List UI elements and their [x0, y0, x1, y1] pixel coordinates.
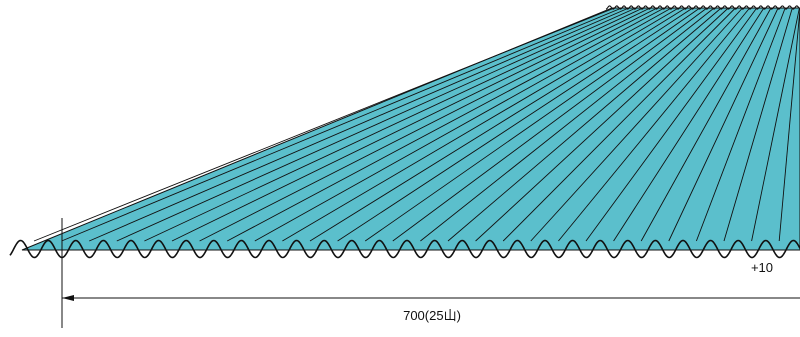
tolerance-label: +10	[751, 260, 773, 275]
ridge-line	[668, 8, 779, 242]
ridge-line	[420, 8, 714, 242]
ridge-line	[309, 8, 685, 242]
ridge-line	[364, 8, 699, 242]
ridge-line	[613, 8, 764, 242]
ridge-line	[778, 8, 800, 242]
ridge-line	[116, 8, 634, 242]
ridge-line	[640, 8, 771, 242]
dimension-arrowhead	[62, 295, 74, 301]
back-profile-wave	[605, 5, 800, 10]
width-dimension: 700(25山) +10	[61, 218, 800, 328]
ridge-line	[89, 8, 627, 242]
ridge-line	[199, 8, 656, 242]
ridge-line	[171, 8, 649, 242]
ridge-line	[475, 8, 728, 242]
corrugated-sheet	[9, 5, 800, 259]
ridge-line	[695, 8, 786, 242]
ridge-line	[585, 8, 757, 242]
dimension-label: 700(25山)	[403, 308, 461, 323]
ridge-line	[447, 8, 721, 242]
ridge-line	[254, 8, 670, 242]
ridge-line	[337, 8, 692, 242]
ridge-line	[144, 8, 641, 242]
ridge-line	[723, 8, 793, 242]
ridge-line	[558, 8, 750, 242]
ridge-line	[392, 8, 706, 242]
ridge-line	[61, 8, 620, 242]
sheet-surface	[21, 7, 800, 251]
ridge-line	[226, 8, 663, 242]
ridge-line	[751, 8, 800, 242]
ridge-line	[502, 8, 735, 242]
ridge-line	[33, 8, 613, 242]
ridge-lines	[33, 8, 800, 242]
ridge-line	[530, 8, 742, 242]
front-profile-wave	[9, 239, 800, 259]
ridge-line	[282, 8, 678, 242]
